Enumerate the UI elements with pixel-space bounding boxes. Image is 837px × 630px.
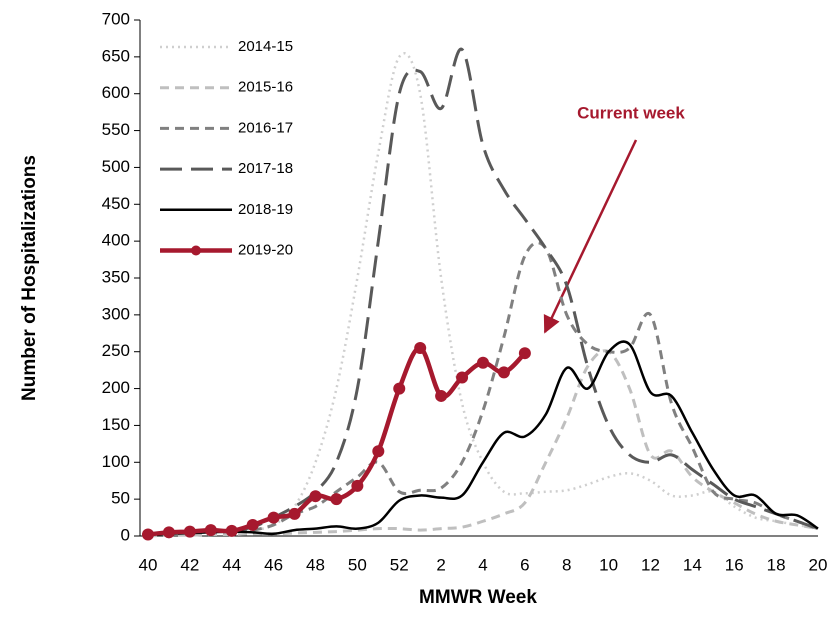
x-tick-label: 16 <box>725 555 744 574</box>
x-tick-label: 6 <box>520 555 529 574</box>
x-tick-label: 12 <box>641 555 660 574</box>
y-tick-label: 650 <box>102 46 130 65</box>
data-point <box>330 493 343 506</box>
annotation: Current week <box>577 103 685 122</box>
y-tick-label: 150 <box>102 415 130 434</box>
x-tick-label: 40 <box>139 555 158 574</box>
y-tick-label: 200 <box>102 378 130 397</box>
y-tick-label: 300 <box>102 304 130 323</box>
x-tick-label: 2 <box>436 555 445 574</box>
annotation-arrow <box>543 139 638 334</box>
series-line <box>147 340 819 536</box>
data-point <box>414 342 427 355</box>
y-tick-label: 100 <box>102 452 130 471</box>
legend-label: 2016-17 <box>238 119 293 136</box>
y-tick-label: 700 <box>102 9 130 28</box>
y-tick-label: 550 <box>102 120 130 139</box>
data-point <box>309 490 322 503</box>
x-tick-label: 42 <box>180 555 199 574</box>
series-line <box>147 349 819 538</box>
data-point <box>497 366 510 379</box>
y-tick-label: 0 <box>121 525 130 544</box>
legend-marker <box>191 245 201 256</box>
y-tick-label: 250 <box>102 341 130 360</box>
y-axis-title: Number of Hospitalizations <box>19 155 40 401</box>
data-point <box>204 524 217 537</box>
series-line <box>147 52 819 536</box>
data-point <box>518 347 531 360</box>
data-point <box>225 524 238 537</box>
series-line <box>147 241 819 537</box>
y-tick-label: 50 <box>111 489 130 508</box>
legend-label: 2015-16 <box>238 79 293 96</box>
x-tick-label: 44 <box>222 555 241 574</box>
x-tick-label: 46 <box>264 555 283 574</box>
data-point <box>477 356 489 369</box>
legend-label: 2014-15 <box>238 38 293 55</box>
legend-label: 2017-18 <box>238 160 293 177</box>
x-tick-label: 10 <box>599 555 618 574</box>
data-point <box>142 528 154 541</box>
data-point <box>456 371 469 384</box>
y-tick-label: 400 <box>102 231 130 250</box>
x-tick-label: 52 <box>390 555 409 574</box>
data-point <box>183 525 196 538</box>
legend-label: 2019-20 <box>238 241 293 258</box>
data-point <box>351 479 364 492</box>
legend-label: 2018-19 <box>238 201 293 218</box>
y-tick-label: 350 <box>102 267 130 286</box>
x-tick-label: 18 <box>767 555 786 574</box>
y-tick-label: 500 <box>102 157 130 176</box>
x-tick-label: 4 <box>478 555 487 574</box>
series-line <box>147 345 527 537</box>
x-tick-label: 14 <box>683 555 702 574</box>
x-tick-label: 50 <box>348 555 367 574</box>
x-tick-label: 48 <box>306 555 325 574</box>
data-point <box>246 518 259 531</box>
data-point <box>435 389 448 402</box>
y-tick-label: 450 <box>102 194 130 213</box>
data-point <box>372 445 385 458</box>
y-tick-label: 600 <box>102 83 130 102</box>
series-line <box>147 47 819 536</box>
x-tick-label: 8 <box>562 555 571 574</box>
data-point <box>267 511 280 524</box>
data-point <box>288 507 301 520</box>
data-point <box>393 382 406 395</box>
x-axis-title: MMWR Week <box>419 587 537 608</box>
x-tick-label: 20 <box>809 555 828 574</box>
data-point <box>162 526 175 539</box>
